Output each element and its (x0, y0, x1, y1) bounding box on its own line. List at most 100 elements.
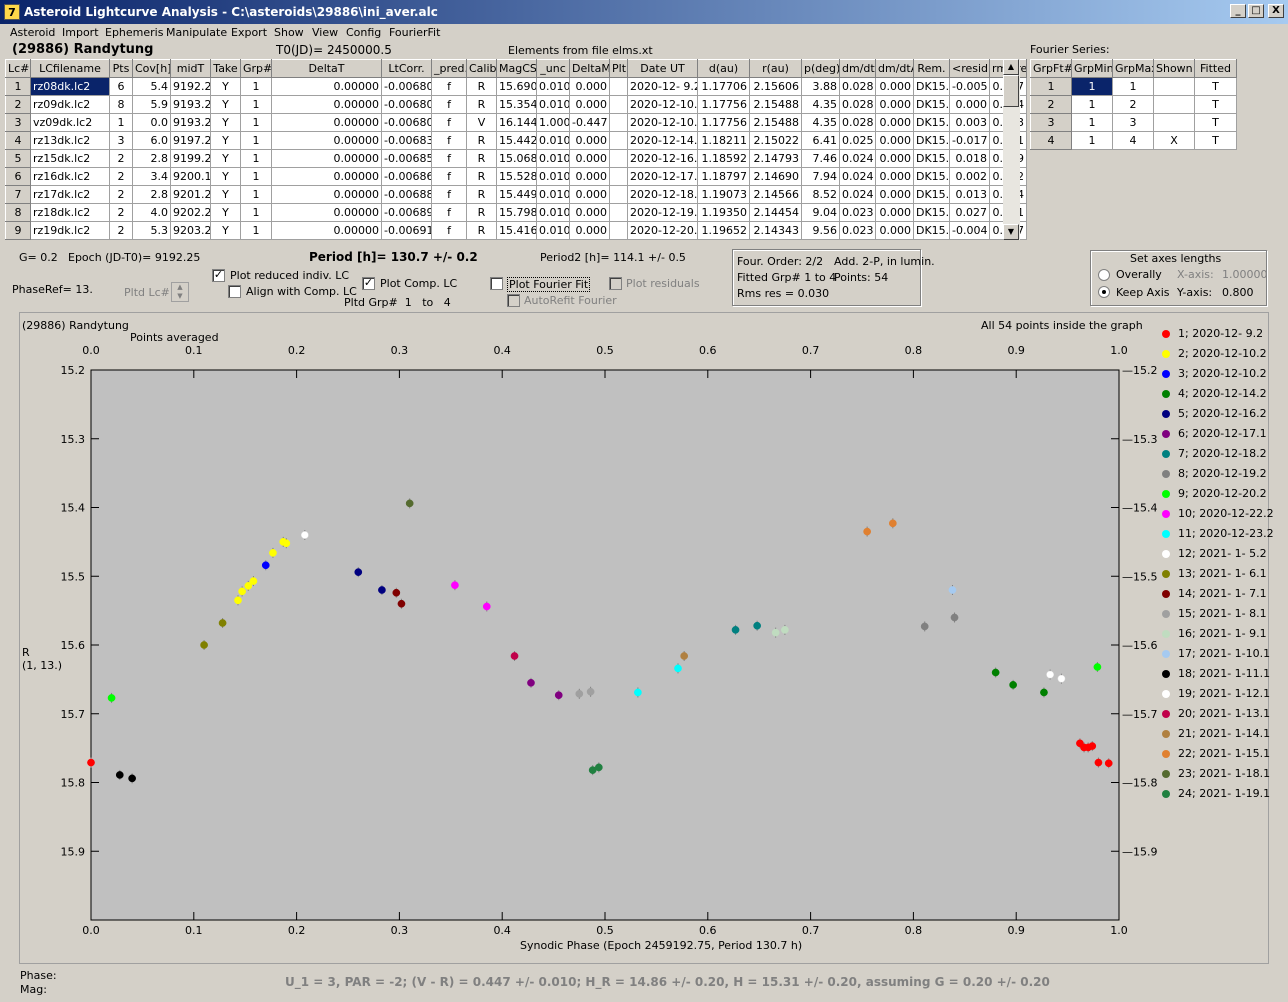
table-cell[interactable]: 0.010 (536, 185, 570, 204)
table-cell[interactable]: 1.19073 (697, 185, 750, 204)
table-cell[interactable]: rz09dk.lc2 (30, 95, 110, 114)
table-cell[interactable]: 1.18797 (697, 167, 750, 186)
table-cell[interactable]: 0.024 (839, 185, 876, 204)
xaxis-value[interactable]: 1.00000 (1222, 268, 1268, 281)
row-header[interactable]: 5 (5, 149, 31, 168)
table-cell[interactable]: DK15.. (913, 185, 950, 204)
table-cell[interactable]: -0.00685 (381, 149, 432, 168)
plot-residuals-label[interactable]: Plot residuals (626, 277, 700, 290)
column-header[interactable]: _unc (536, 59, 570, 78)
table-cell[interactable]: 9202.2 (170, 203, 211, 222)
keep-axis-radio[interactable] (1098, 286, 1110, 298)
column-header[interactable]: d(au) (697, 59, 750, 78)
table-cell[interactable]: 9.56 (801, 221, 840, 240)
align-comp-checkbox[interactable] (228, 285, 241, 298)
scroll-up-icon[interactable]: ▲ (1003, 59, 1019, 75)
table-cell[interactable]: rz19dk.lc2 (30, 221, 110, 240)
table-cell[interactable]: 0.00000 (271, 149, 382, 168)
pltd-lc-spinner[interactable]: ▲ ▼ (171, 282, 189, 302)
table-cell[interactable]: 0.00000 (271, 131, 382, 150)
table-cell[interactable]: DK15.. (913, 167, 950, 186)
table-cell[interactable]: 0.027 (949, 203, 990, 222)
table-cell[interactable]: 0.000 (569, 167, 610, 186)
row-header[interactable]: 4 (5, 131, 31, 150)
column-header[interactable]: Date UT (627, 59, 698, 78)
table-cell[interactable]: f (431, 221, 467, 240)
row-header[interactable]: 1 (1030, 77, 1072, 96)
table-cell[interactable]: 2020-12-16.2 (627, 149, 698, 168)
plot-fourier-label[interactable]: Plot Fourier Fit (507, 277, 591, 292)
table-cell[interactable]: 5.4 (132, 77, 171, 96)
table-cell[interactable]: 2020-12-20.2 (627, 221, 698, 240)
row-header[interactable]: 2 (5, 95, 31, 114)
table-cell[interactable]: -0.004 (949, 221, 990, 240)
table-cell[interactable]: -0.005 (949, 77, 990, 96)
table-cell[interactable]: 0.000 (949, 95, 990, 114)
table-cell[interactable]: 6.41 (801, 131, 840, 150)
column-header[interactable]: Grp# (240, 59, 272, 78)
column-header[interactable]: GrpFt# (1030, 59, 1072, 78)
table-cell[interactable]: 1.17706 (697, 77, 750, 96)
menu-ephemeris[interactable]: Ephemeris (105, 26, 164, 39)
column-header[interactable]: p(deg) (801, 59, 840, 78)
maximize-button[interactable]: □ (1248, 4, 1264, 18)
overall-radio[interactable] (1098, 269, 1110, 281)
column-header[interactable]: Pts (109, 59, 133, 78)
table-cell[interactable]: 8.52 (801, 185, 840, 204)
table-cell[interactable]: 0.000 (569, 95, 610, 114)
plot-reduced-label[interactable]: Plot reduced indiv. LC (230, 269, 350, 282)
table-cell[interactable]: 2.14343 (749, 221, 802, 240)
close-button[interactable]: X (1268, 4, 1284, 18)
column-header[interactable]: LCfilename (30, 59, 110, 78)
fourier-series-table[interactable]: GrpFt#GrpMinGrpMaxShownFitted 111T212T31… (1030, 59, 1237, 150)
table-cell[interactable]: 0.000 (875, 95, 914, 114)
column-header[interactable]: r(au) (749, 59, 802, 78)
table-cell[interactable]: 2.14690 (749, 167, 802, 186)
table-cell[interactable]: 0.000 (875, 203, 914, 222)
row-header[interactable]: 1 (5, 77, 31, 96)
table-cell[interactable]: -0.00680 (381, 77, 432, 96)
row-header[interactable]: 3 (5, 113, 31, 132)
column-header[interactable]: Shown (1153, 59, 1195, 78)
menu-fourierfit[interactable]: FourierFit (389, 26, 441, 39)
row-header[interactable]: 8 (5, 203, 31, 222)
table-cell[interactable]: 9197.2 (170, 131, 211, 150)
table-row[interactable]: 2 rz09dk.lc2 8 5.9 9193.2 Y 1 0.00000 -0.00680 f R… (5, 95, 1027, 114)
table-cell[interactable]: 4.35 (801, 95, 840, 114)
table-cell[interactable]: -0.447 (569, 113, 610, 132)
align-comp-label[interactable]: Align with Comp. LC (246, 285, 357, 298)
table-cell[interactable]: 0.000 (875, 221, 914, 240)
table-cell[interactable]: 0.000 (875, 185, 914, 204)
column-header[interactable]: GrpMin (1071, 59, 1113, 78)
overall-label[interactable]: Overally (1116, 268, 1162, 281)
table-row[interactable]: 4 rz13dk.lc2 3 6.0 9197.2 Y 1 0.00000 -0.00683 f R… (5, 131, 1027, 150)
plot-reduced-checkbox[interactable]: ✓ (212, 268, 225, 282)
table-cell[interactable]: 5.3 (132, 221, 171, 240)
table-cell[interactable]: 15.528 (496, 167, 537, 186)
lightcurve-table[interactable]: Lc# LCfilename Pts Cov[h] midT Take Grp# DeltaT… (5, 59, 1027, 240)
table-cell[interactable]: 2.14566 (749, 185, 802, 204)
plot-fourier-checkbox[interactable] (490, 277, 503, 290)
table-cell[interactable]: 16.144 (496, 113, 537, 132)
table-cell[interactable]: -0.00680 (381, 95, 432, 114)
menu-asteroid[interactable]: Asteroid (10, 26, 56, 39)
table-cell[interactable]: DK15.. (913, 131, 950, 150)
minimize-button[interactable]: _ (1230, 4, 1246, 18)
column-header[interactable]: _pred. (431, 59, 467, 78)
keep-axis-label[interactable]: Keep Axis (1116, 286, 1170, 299)
plot-comp-checkbox[interactable]: ✓ (362, 276, 375, 290)
table-cell[interactable]: -0.00691 (381, 221, 432, 240)
table-cell[interactable]: 0.028 (839, 113, 876, 132)
plot-comp-label[interactable]: Plot Comp. LC (380, 277, 458, 290)
column-header[interactable]: GrpMax (1112, 59, 1154, 78)
column-header[interactable]: Fitted (1194, 59, 1237, 78)
table-cell[interactable]: 0.018 (949, 149, 990, 168)
scroll-down-icon[interactable]: ▼ (1003, 224, 1019, 240)
table-cell[interactable]: DK15.. (913, 203, 950, 222)
scroll-thumb[interactable] (1003, 75, 1019, 107)
table-cell[interactable]: 15.416 (496, 221, 537, 240)
column-header[interactable]: DeltaM (569, 59, 610, 78)
table-row[interactable]: 1 rz08dk.lc2 6 5.4 9192.2 Y 1 0.00000 -0.00680 f R… (5, 77, 1027, 96)
